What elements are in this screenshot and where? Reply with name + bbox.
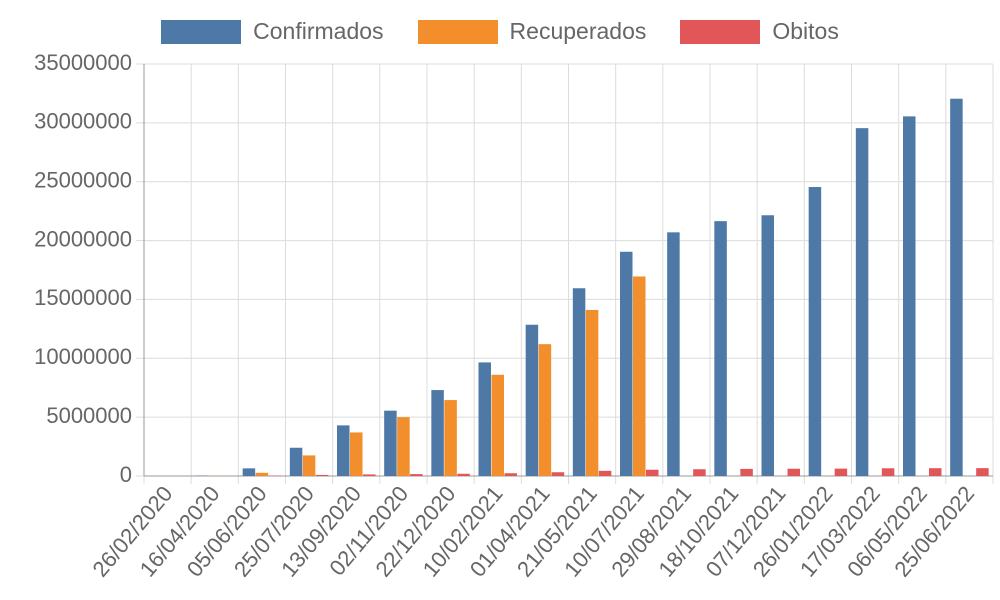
bar-recuperados-6 <box>444 400 457 476</box>
y-tick-label: 30000000 <box>34 109 132 134</box>
bar-confirmados-2 <box>242 468 256 476</box>
legend-label-obitos: Obitos <box>772 18 839 44</box>
bar-confirmados-16 <box>903 116 916 476</box>
bar-recuperados-4 <box>350 432 363 476</box>
legend-item-obitos[interactable]: Obitos <box>680 18 839 45</box>
bar-obitos-8 <box>551 472 565 476</box>
bar-obitos-5 <box>410 474 423 476</box>
y-tick-label: 35000000 <box>34 50 132 75</box>
bar-recuperados-9 <box>585 310 599 476</box>
bar-obitos-13 <box>787 468 800 476</box>
legend-swatch-confirmados <box>161 19 242 44</box>
bar-recuperados-2 <box>255 472 269 476</box>
bar-confirmados-10 <box>620 251 633 476</box>
bar-obitos-12 <box>740 468 753 476</box>
bar-recuperados-3 <box>302 455 316 476</box>
y-tick-label: 15000000 <box>34 285 132 310</box>
bar-obitos-16 <box>929 468 942 476</box>
bar-obitos-4 <box>363 474 376 476</box>
legend-label-recuperados: Recuperados <box>509 18 647 44</box>
bar-obitos-14 <box>834 468 848 476</box>
legend: Confirmados Recuperados Obitos <box>0 18 1000 45</box>
bar-obitos-9 <box>598 470 612 476</box>
bar-confirmados-14 <box>808 187 822 477</box>
bar-recuperados-7 <box>491 374 504 476</box>
bar-recuperados-5 <box>397 417 410 476</box>
bar-confirmados-5 <box>384 410 397 476</box>
bar-confirmados-4 <box>337 425 350 476</box>
bar-recuperados-8 <box>538 344 552 476</box>
bar-confirmados-9 <box>572 288 586 476</box>
bar-confirmados-13 <box>761 215 774 476</box>
bar-obitos-10 <box>646 469 659 476</box>
bar-obitos-3 <box>315 474 329 476</box>
bar-confirmados-17 <box>950 98 963 477</box>
bar-confirmados-7 <box>478 362 491 476</box>
y-tick-label: 0 <box>120 462 132 487</box>
y-tick-label: 25000000 <box>34 168 132 193</box>
bar-obitos-17 <box>976 468 989 476</box>
legend-swatch-recuperados <box>417 19 498 44</box>
y-tick-label: 5000000 <box>46 403 132 428</box>
bar-confirmados-15 <box>855 128 869 476</box>
bar-obitos-6 <box>457 473 470 476</box>
bar-recuperados-10 <box>633 276 646 476</box>
bar-confirmados-11 <box>667 232 680 476</box>
legend-swatch-obitos <box>680 19 761 44</box>
bar-confirmados-6 <box>431 390 444 476</box>
legend-item-confirmados[interactable]: Confirmados <box>161 18 384 45</box>
y-tick-label: 20000000 <box>34 226 132 251</box>
legend-label-confirmados: Confirmados <box>253 18 384 44</box>
y-tick-label: 10000000 <box>34 344 132 369</box>
bar-obitos-11 <box>693 469 706 476</box>
bar-obitos-15 <box>881 468 895 476</box>
bar-confirmados-3 <box>289 447 303 476</box>
bar-confirmados-12 <box>714 221 727 476</box>
bar-obitos-7 <box>504 473 517 476</box>
bar-confirmados-8 <box>525 324 539 476</box>
legend-item-recuperados[interactable]: Recuperados <box>417 18 647 45</box>
